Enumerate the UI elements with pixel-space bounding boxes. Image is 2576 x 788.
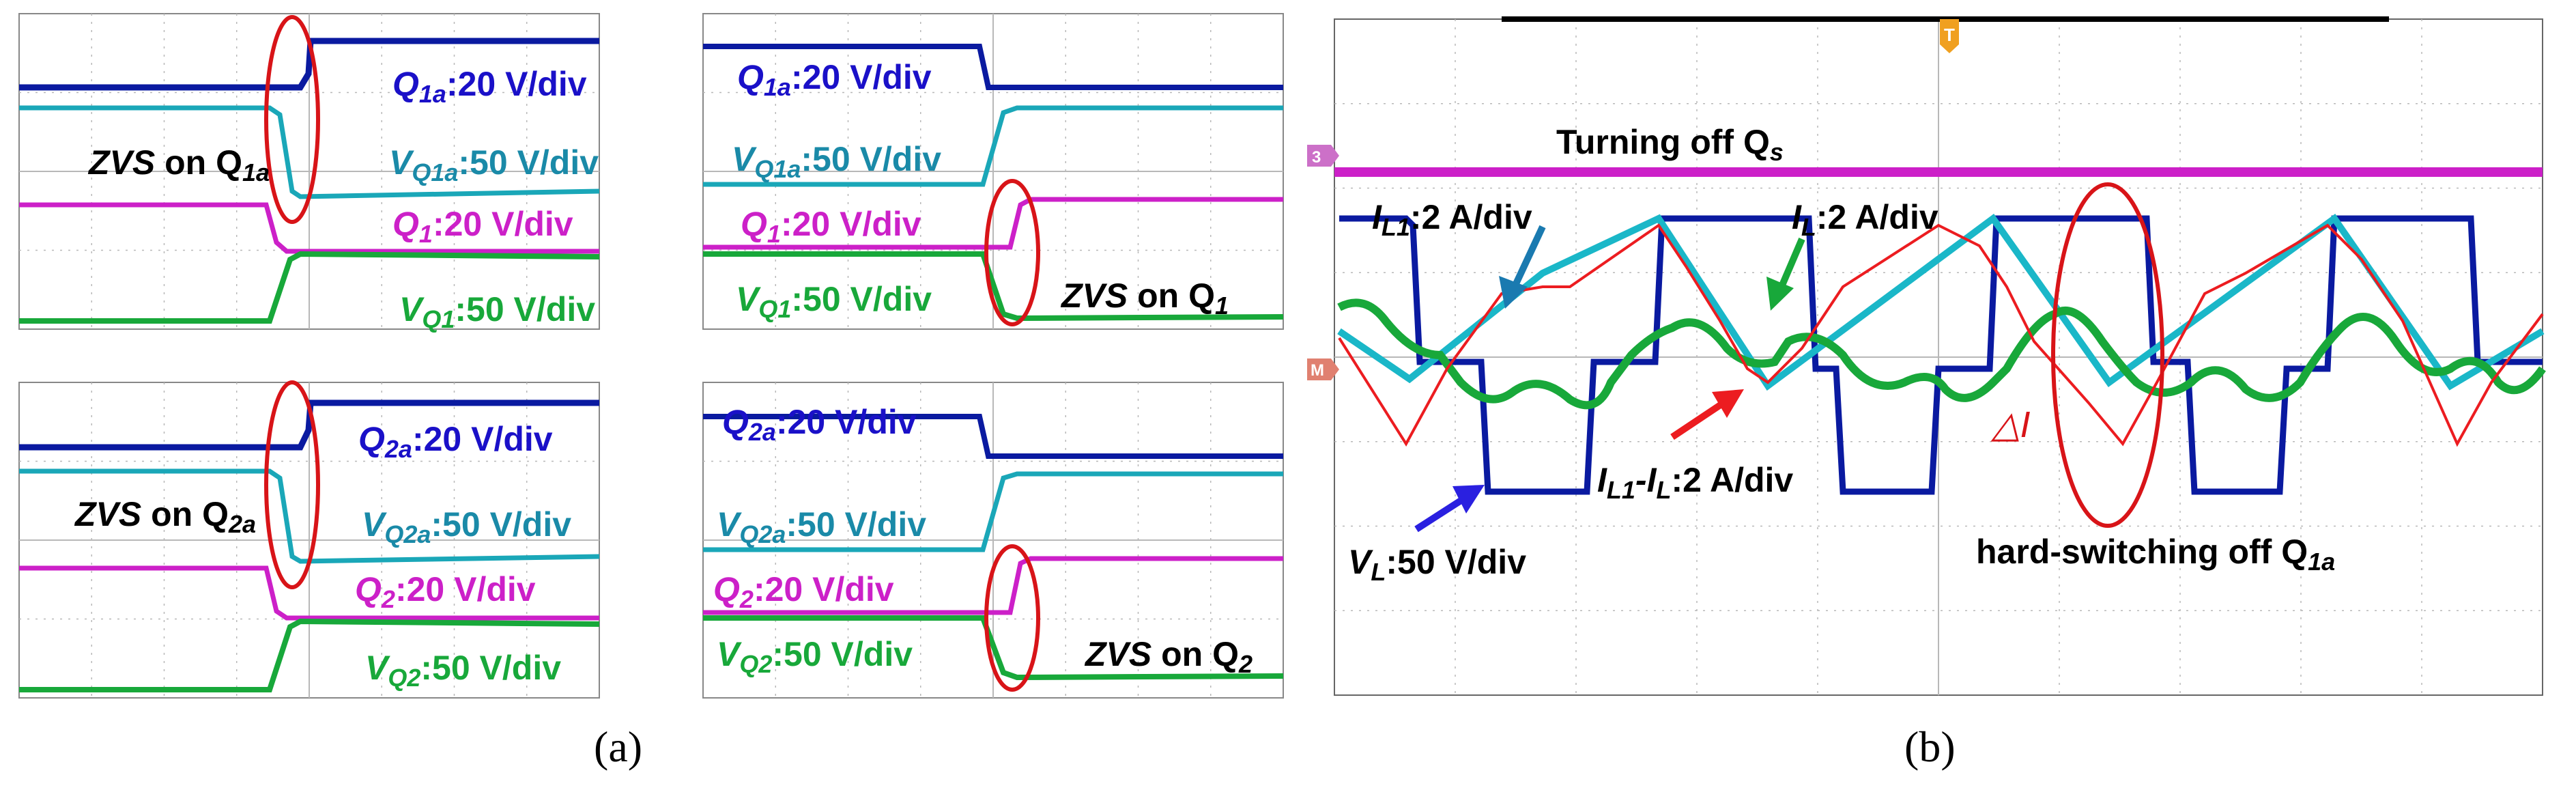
label-vq1a: VQ1a:50 V/div (389, 143, 599, 186)
caption-a: (a) (594, 722, 642, 771)
labels-a-tl: Q1a:20 V/div ZVS on Q1a VQ1a:50 V/div Q1… (87, 65, 599, 333)
panel-b: T 3 M (1307, 16, 2546, 696)
label-vq1: VQ1:50 V/div (399, 290, 595, 333)
label-q1: Q1:20 V/div (392, 205, 573, 248)
trace-vq2a (703, 471, 1283, 552)
hard-switching-ellipse (2051, 182, 2164, 528)
trace-il1 (1337, 213, 2545, 391)
label-vq2: VQ2:50 V/div (717, 635, 913, 678)
svg-text:3: 3 (1312, 148, 1321, 167)
svg-text:T: T (1944, 25, 1955, 45)
label-zvs-q2: ZVS on Q2 (1084, 635, 1253, 678)
arrow-il1 (1499, 225, 1546, 309)
trace-vq2 (703, 615, 1284, 681)
scope-grid (703, 382, 1283, 698)
labels-a-br: Q2a:20 V/div VQ2a:50 V/div Q2:20 V/div V… (713, 403, 1253, 678)
label-q2a: Q2a:20 V/div (722, 403, 917, 446)
trace-q1a (19, 38, 599, 91)
traces-a-tr (703, 44, 1284, 326)
label-il1-minus-il: IL1-IL:2 A/div (1597, 461, 1793, 504)
trace-il (1337, 298, 2546, 410)
label-delta-i: △I (1990, 404, 2031, 445)
label-vq2a: VQ2a:50 V/div (717, 505, 926, 548)
channel-3-marker: 3 (1307, 145, 1339, 167)
label-q2: Q2:20 V/div (355, 570, 536, 613)
trace-q2 (703, 556, 1283, 615)
arrow-il1-il (1670, 389, 1744, 440)
label-q1: Q1:20 V/div (741, 205, 921, 248)
zvs-ellipse (984, 179, 1040, 326)
trace-vq1 (19, 251, 600, 324)
label-hard-switching: hard-switching off Q1a (1976, 533, 2335, 576)
arrow-vl (1414, 485, 1485, 533)
label-vq2a: VQ2a:50 V/div (362, 505, 571, 548)
zvs-ellipse (984, 544, 1040, 692)
svg-text:M: M (1311, 361, 1324, 380)
trace-vq2a (19, 468, 600, 564)
trigger-marker-t: T (1940, 19, 1959, 53)
trace-vq1a (19, 105, 600, 199)
trace-q1 (19, 202, 599, 254)
label-q2a: Q2a:20 V/div (358, 420, 553, 463)
channel-m-marker: M (1307, 358, 1339, 380)
trace-q1 (703, 197, 1283, 250)
zvs-ellipse (264, 15, 320, 224)
label-vq2: VQ2:50 V/div (365, 649, 561, 692)
traces-a-br (703, 414, 1284, 692)
labels-a-tr: Q1a:20 V/div VQ1a:50 V/div Q1:20 V/div V… (732, 58, 1229, 323)
trace-vl (1339, 215, 2543, 495)
zvs-ellipse (264, 380, 320, 589)
label-q1a: Q1a:20 V/div (737, 58, 932, 101)
label-turning-off-qs: Turning off Qs (1556, 123, 1784, 166)
labels-a-bl: Q2a:20 V/div ZVS on Q2a VQ2a:50 V/div Q2… (74, 420, 571, 692)
label-q2: Q2:20 V/div (713, 570, 894, 613)
label-il1: IL1:2 A/div (1372, 198, 1532, 241)
trace-vq1a (703, 105, 1283, 187)
trace-q2a (19, 399, 599, 451)
trace-q2 (19, 565, 599, 621)
label-zvs-q1: ZVS on Q1 (1060, 277, 1229, 320)
caption-b: (b) (1904, 722, 1956, 771)
label-vq1a: VQ1a:50 V/div (732, 140, 941, 183)
label-zvs-q1a: ZVS on Q1a (87, 143, 270, 186)
label-vq1: VQ1:50 V/div (736, 280, 932, 323)
traces-a-tl (19, 15, 600, 324)
label-zvs-q2a: ZVS on Q2a (74, 495, 256, 538)
trace-q2a (703, 414, 1283, 459)
arrow-il (1766, 238, 1805, 311)
trace-il1-minus-il (1338, 223, 2544, 447)
trace-q1a (703, 44, 1283, 90)
trace-vq1 (703, 251, 1284, 322)
label-vl: VL:50 V/div (1348, 543, 1526, 586)
trace-vq2 (19, 618, 600, 692)
traces-a-bl (19, 380, 600, 692)
label-q1a: Q1a:20 V/div (392, 65, 587, 108)
label-il: IL:2 A/div (1792, 198, 1938, 241)
